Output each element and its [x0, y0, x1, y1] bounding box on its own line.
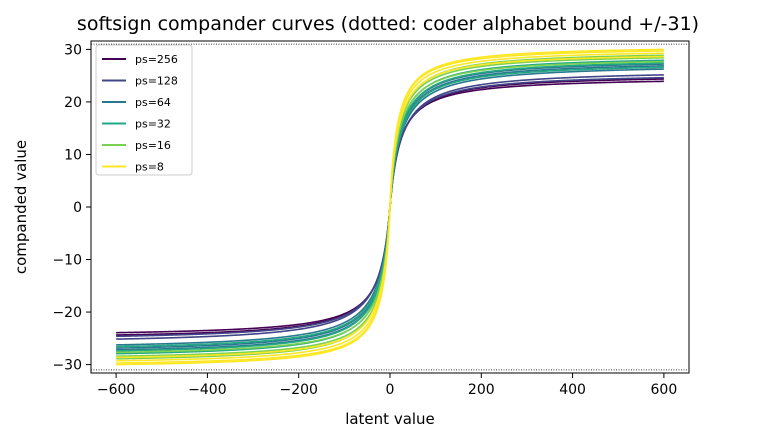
- legend-label-ps-128: ps=128: [135, 75, 178, 88]
- x-axis: −600 −400 −200 0 200 400 600: [97, 373, 677, 398]
- x-tick-label: 200: [468, 382, 495, 398]
- x-tick-label: 400: [559, 382, 586, 398]
- legend-box: [95, 44, 193, 176]
- legend-label-ps-256: ps=256: [135, 53, 178, 66]
- legend-label-ps-16: ps=16: [135, 139, 171, 152]
- y-axis-label: companded value: [12, 140, 30, 274]
- legend: ps=256 ps=128 ps=64 ps=32 ps=16 ps=8: [95, 44, 193, 176]
- chart-title: softsign compander curves (dotted: coder…: [77, 13, 699, 35]
- y-axis: −30 −20 −10 0 10 20 30: [52, 42, 91, 374]
- x-tick-label: −600: [97, 382, 135, 398]
- y-tick-label: 20: [64, 95, 82, 111]
- y-tick-label: −30: [52, 358, 82, 374]
- y-tick-label: −10: [52, 253, 82, 269]
- legend-label-ps-8: ps=8: [135, 161, 164, 174]
- x-axis-label: latent value: [345, 410, 435, 428]
- series-ps-8: [116, 48, 664, 366]
- x-tick-label: −400: [188, 382, 226, 398]
- legend-label-ps-64: ps=64: [135, 96, 171, 109]
- x-tick-label: −200: [279, 382, 317, 398]
- y-tick-label: −20: [52, 305, 82, 321]
- legend-label-ps-32: ps=32: [135, 118, 171, 131]
- x-tick-label: 600: [651, 382, 678, 398]
- y-tick-label: 0: [73, 200, 82, 216]
- x-tick-label: 0: [386, 382, 395, 398]
- y-tick-label: 10: [64, 147, 82, 163]
- curve-ps-8-4: [116, 48, 664, 366]
- y-tick-label: 30: [64, 42, 82, 58]
- plot-area: [91, 43, 689, 371]
